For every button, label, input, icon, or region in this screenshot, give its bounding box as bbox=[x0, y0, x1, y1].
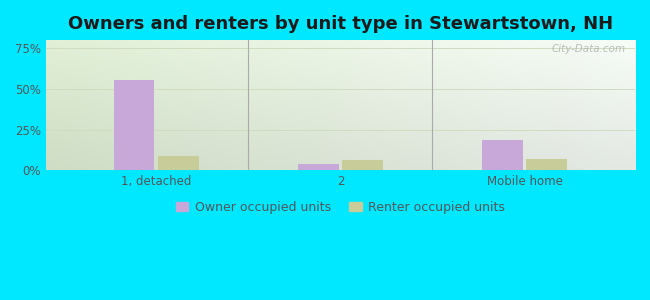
Bar bbox=[298, 164, 339, 170]
Text: City-Data.com: City-Data.com bbox=[552, 44, 626, 54]
Title: Owners and renters by unit type in Stewartstown, NH: Owners and renters by unit type in Stewa… bbox=[68, 15, 613, 33]
Bar bbox=[526, 159, 567, 170]
Bar bbox=[343, 160, 383, 170]
Bar bbox=[482, 140, 523, 170]
Bar bbox=[158, 156, 199, 170]
Legend: Owner occupied units, Renter occupied units: Owner occupied units, Renter occupied un… bbox=[171, 196, 510, 219]
Bar bbox=[114, 80, 155, 170]
